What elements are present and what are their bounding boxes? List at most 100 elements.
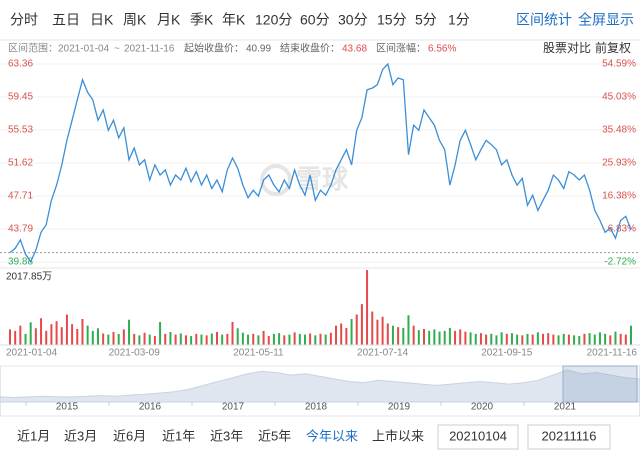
volume-bar bbox=[355, 314, 358, 345]
y2-tick-label: -2.72% bbox=[604, 257, 636, 268]
period-tab[interactable]: 30分 bbox=[338, 12, 368, 28]
volume-bar bbox=[34, 328, 37, 345]
period-tab[interactable]: 周K bbox=[123, 12, 147, 28]
volume-bar bbox=[567, 334, 570, 345]
period-tab[interactable]: 分时 bbox=[10, 12, 38, 28]
y2-tick-label: 6.83% bbox=[608, 224, 636, 235]
volume-bar bbox=[283, 335, 286, 345]
volume-bar bbox=[179, 333, 182, 345]
range-button[interactable]: 今年以来 bbox=[306, 428, 358, 443]
volume-bar bbox=[226, 333, 229, 345]
volume-bar bbox=[428, 330, 431, 345]
volume-bar bbox=[303, 334, 306, 345]
volume-bar bbox=[552, 334, 555, 345]
volume-bar bbox=[102, 333, 105, 345]
period-tab[interactable]: 季K bbox=[190, 12, 214, 28]
volume-bar bbox=[107, 334, 110, 345]
period-tab[interactable]: 1分 bbox=[448, 12, 470, 28]
volume-bar bbox=[50, 324, 53, 345]
date-input-value: 20210104 bbox=[449, 428, 507, 443]
volume-bar bbox=[298, 333, 301, 345]
volume-bar bbox=[143, 332, 146, 345]
volume-bar bbox=[438, 331, 441, 345]
watermark-logo bbox=[260, 164, 292, 196]
compare-button[interactable]: 股票对比 bbox=[543, 41, 591, 55]
volume-bar bbox=[510, 333, 513, 345]
volume-bar bbox=[231, 321, 234, 345]
volume-bar bbox=[267, 336, 270, 345]
range-button[interactable]: 近3年 bbox=[210, 428, 243, 443]
range-button[interactable]: 近3月 bbox=[64, 428, 97, 443]
volume-bar bbox=[65, 314, 68, 345]
navigator-year: 2018 bbox=[305, 402, 328, 413]
change-value: 6.56% bbox=[428, 44, 456, 55]
y-tick-label: 55.53 bbox=[8, 125, 33, 136]
volume-bar bbox=[562, 333, 565, 345]
volume-bar bbox=[500, 332, 503, 345]
volume-bar bbox=[381, 316, 384, 345]
period-tab[interactable]: 120分 bbox=[255, 12, 292, 28]
volume-bar bbox=[391, 325, 394, 345]
volume-bar bbox=[19, 325, 22, 345]
volume-bar bbox=[9, 329, 11, 345]
range-button[interactable]: 近1年 bbox=[162, 428, 195, 443]
volume-bar bbox=[536, 332, 539, 345]
y-tick-label: 43.79 bbox=[8, 224, 33, 235]
date-input[interactable] bbox=[527, 424, 611, 450]
volume-bar bbox=[573, 335, 576, 345]
volume-bar bbox=[454, 330, 457, 345]
volume-bar bbox=[288, 334, 291, 345]
period-tab[interactable]: 60分 bbox=[300, 12, 330, 28]
end-label: 结束收盘价： bbox=[280, 42, 340, 55]
volume-bar bbox=[412, 325, 415, 345]
volume-bar bbox=[153, 336, 156, 345]
period-tab[interactable]: 年K bbox=[222, 12, 246, 28]
volume-bar bbox=[443, 330, 446, 345]
volume-bar bbox=[531, 334, 534, 345]
range-button[interactable]: 近1月 bbox=[17, 428, 50, 443]
navigator-selection[interactable] bbox=[562, 365, 638, 403]
range-button[interactable]: 近6月 bbox=[113, 428, 146, 443]
volume-bar bbox=[14, 330, 17, 345]
action-button[interactable]: 区间统计 bbox=[516, 12, 572, 28]
volume-bar bbox=[350, 318, 353, 345]
volume-bar bbox=[247, 334, 250, 345]
volume-bar bbox=[490, 333, 493, 345]
range-button[interactable]: 近5年 bbox=[258, 428, 291, 443]
period-tab[interactable]: 月K bbox=[157, 12, 181, 28]
navigator-year: 2020 bbox=[471, 402, 494, 413]
range-button[interactable]: 上市以来 bbox=[372, 428, 424, 443]
volume-bar bbox=[386, 323, 389, 345]
volume-bar bbox=[60, 327, 63, 345]
date-input[interactable] bbox=[437, 424, 519, 450]
volume-bar bbox=[55, 321, 58, 345]
y2-tick-label: 54.59% bbox=[602, 59, 636, 70]
volume-bar bbox=[619, 333, 622, 345]
period-tab[interactable]: 15分 bbox=[377, 12, 407, 28]
volume-bar bbox=[71, 324, 74, 345]
volume-bar bbox=[448, 327, 451, 345]
x-tick-label: 2021-09-15 bbox=[481, 348, 533, 359]
period-tab[interactable]: 5分 bbox=[415, 12, 437, 28]
period-tab[interactable]: 五日 bbox=[52, 12, 80, 28]
volume-bar bbox=[366, 270, 369, 345]
navigator-area bbox=[0, 369, 640, 403]
volume-bar bbox=[397, 327, 400, 345]
volume-bar bbox=[593, 334, 596, 345]
volume-bar bbox=[138, 335, 141, 345]
volume-bar bbox=[521, 335, 524, 345]
x-tick-label: 2021-03-09 bbox=[109, 348, 161, 359]
volume-bar bbox=[542, 333, 545, 345]
volume-bar bbox=[609, 335, 612, 345]
volume-bar bbox=[479, 333, 482, 345]
action-button[interactable]: 全屏显示 bbox=[578, 12, 634, 28]
volume-bar bbox=[257, 335, 260, 345]
range-sep: ~ bbox=[114, 44, 120, 55]
volume-bar bbox=[578, 336, 581, 345]
volume-bar bbox=[588, 333, 591, 345]
navigator-year: 2019 bbox=[388, 402, 411, 413]
period-tab[interactable]: 日K bbox=[90, 12, 114, 28]
volume-bar bbox=[324, 334, 327, 345]
y-tick-label: 59.45 bbox=[8, 92, 33, 103]
adjust-button[interactable]: 前复权 bbox=[595, 40, 631, 55]
